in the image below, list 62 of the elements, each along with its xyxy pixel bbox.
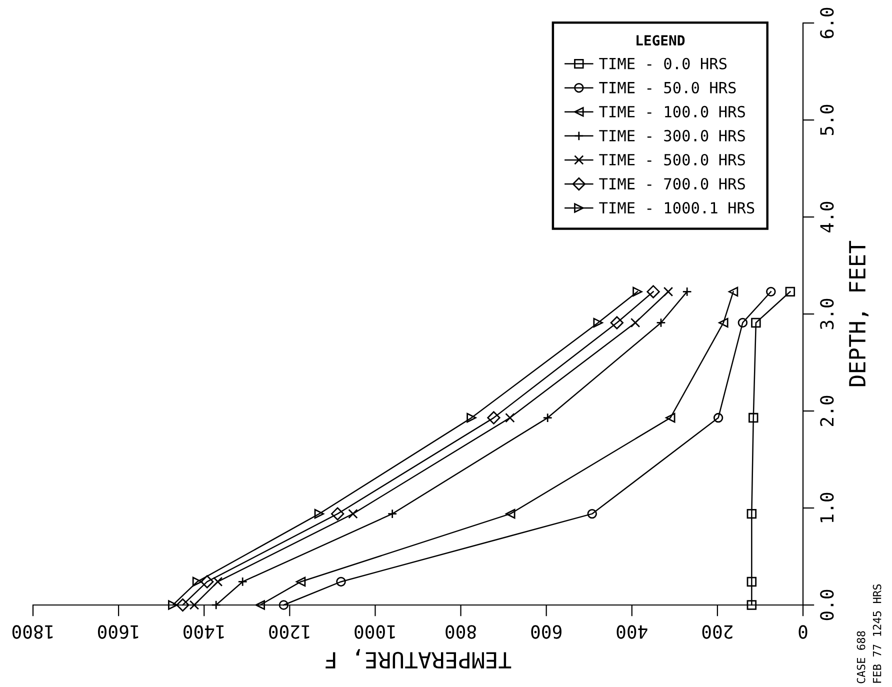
legend-label: TIME - 0.0 HRS (599, 58, 727, 70)
point (189, 600, 200, 610)
x-tick-label: 1000 (354, 625, 395, 639)
x-tick-label: 1800 (12, 625, 53, 639)
point (718, 318, 728, 328)
point (610, 316, 624, 330)
y-tick-label: 2.0 (820, 396, 834, 426)
point (192, 576, 202, 587)
point (296, 576, 306, 587)
legend-label: TIME - 700.0 HRS (599, 178, 745, 190)
point (255, 600, 266, 610)
point (632, 286, 642, 297)
point (336, 576, 346, 587)
legend-label: TIME - 50.0 HRS (599, 82, 736, 94)
point (646, 285, 660, 298)
x-tick-label: 800 (446, 625, 476, 639)
point (168, 600, 178, 610)
point (466, 412, 476, 423)
point (176, 598, 190, 612)
point (746, 576, 757, 587)
point (200, 575, 214, 588)
point (746, 508, 757, 519)
y-axis-title: DEPTH, FEET (849, 240, 868, 386)
point (666, 412, 676, 423)
point (766, 286, 776, 297)
point (278, 600, 289, 610)
point (506, 508, 516, 519)
point (785, 286, 796, 297)
legend-label: TIME - 300.0 HRS (599, 130, 745, 142)
x-tick-label: 1600 (98, 625, 138, 639)
point (348, 508, 358, 519)
point (587, 508, 597, 519)
legend-label: TIME - 1000.1 HRS (599, 202, 754, 214)
text: FEB 77 1245 HRS (872, 584, 882, 683)
point (738, 318, 748, 328)
x-tick-label: 1400 (184, 625, 224, 639)
x-tick-label: 1200 (269, 625, 310, 639)
legend-label: TIME - 500.0 HRS (599, 154, 745, 166)
y-tick-label: 1.0 (820, 492, 834, 522)
legend-title: LEGEND (636, 35, 685, 46)
point (505, 412, 515, 423)
x-tick-label: 0 (798, 625, 808, 639)
text: CASE 688 (856, 631, 866, 684)
point (748, 412, 758, 423)
y-tick-label: 0.0 (820, 590, 834, 620)
x-tick-label: 600 (531, 625, 562, 639)
x-tick-label: 200 (702, 625, 732, 639)
x-tick-label: 400 (616, 625, 648, 639)
point (713, 412, 724, 423)
x-axis-title: TEMPERATURE, F (326, 649, 512, 668)
y-tick-label: 3.0 (820, 298, 834, 330)
point (314, 508, 324, 519)
point (751, 318, 761, 328)
point (593, 318, 603, 328)
point (487, 411, 500, 424)
point (746, 600, 757, 610)
point (330, 507, 344, 520)
legend-label: TIME - 100.0 HRS (599, 106, 745, 118)
y-tick-label: 5.0 (820, 104, 834, 136)
y-tick-label: 6.0 (820, 8, 834, 38)
y-tick-label: 4.0 (820, 202, 834, 232)
point (728, 286, 738, 297)
